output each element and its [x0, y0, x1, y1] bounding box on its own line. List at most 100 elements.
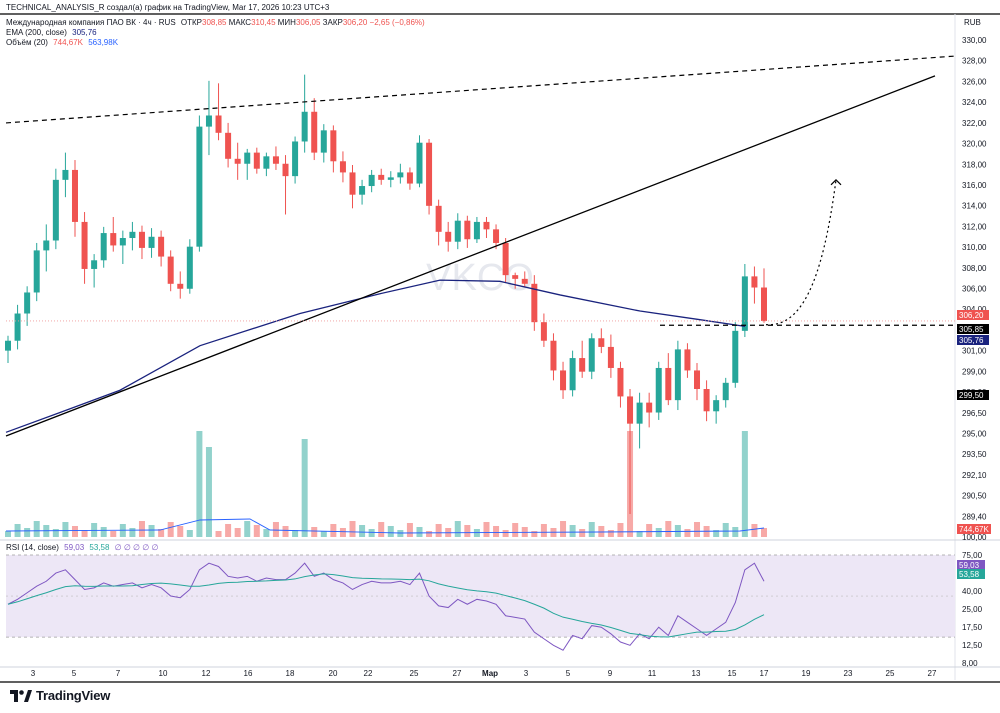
- trendline-solid: [5, 75, 936, 437]
- volume-bar: [100, 527, 107, 537]
- candle-body: [292, 141, 299, 177]
- price-tag-last: [957, 310, 989, 320]
- candle: [560, 361, 567, 399]
- candle-body: [722, 382, 729, 401]
- candle-body: [627, 396, 634, 424]
- candle-body: [225, 132, 232, 159]
- candle-body: [359, 186, 366, 195]
- trendline-dashed: [5, 55, 956, 124]
- candle-body: [636, 402, 643, 424]
- change-value: −2,65 (−0,86%): [369, 18, 425, 27]
- candle-body: [138, 231, 145, 248]
- volume-bar: [110, 531, 117, 537]
- symbol-title: Международная компания ПАО ВК · 4ч · RUS: [6, 18, 176, 27]
- volume-bar: [531, 531, 538, 537]
- candle: [100, 226, 107, 268]
- candle-body: [33, 250, 40, 293]
- candle: [244, 148, 251, 180]
- candle-body: [110, 233, 117, 246]
- volume-bar: [483, 522, 490, 537]
- candle-body: [205, 115, 212, 127]
- rsi-tag: [957, 569, 985, 579]
- candle-body: [196, 126, 203, 247]
- volume-bar: [464, 525, 471, 537]
- rsi-legend: RSI (14, close) 59,03 53,58 ∅ ∅ ∅ ∅ ∅: [6, 543, 158, 553]
- price-axis-tick: 292,10: [962, 471, 987, 480]
- rsi-tag-label: 53,58: [959, 570, 980, 579]
- volume-bar: [694, 522, 701, 537]
- candle-body: [62, 169, 69, 180]
- volume-bar: [397, 530, 404, 537]
- candle-body: [282, 163, 289, 177]
- candle-body: [761, 287, 767, 321]
- candle: [569, 350, 576, 397]
- price-tag-level: [957, 324, 989, 334]
- candle-body: [272, 156, 279, 164]
- volume-bar: [359, 525, 366, 537]
- volume-bar: [560, 521, 567, 537]
- candle: [397, 163, 404, 184]
- candle-body: [301, 111, 308, 142]
- price-axis-tick: 318,00: [962, 160, 987, 169]
- time-axis-tick: 25: [886, 669, 895, 678]
- volume-bar: [751, 524, 758, 537]
- candle: [493, 224, 500, 250]
- candle-body: [732, 330, 739, 383]
- volume-label: Объём (20): [6, 38, 48, 47]
- volume-ma-value: 563,98K: [88, 38, 119, 47]
- volume-bar: [33, 521, 40, 537]
- candle: [215, 83, 222, 141]
- candle-body: [378, 174, 385, 180]
- tradingview-logo[interactable]: TradingView: [10, 688, 110, 703]
- candle-body: [435, 205, 442, 232]
- candle: [655, 361, 662, 420]
- rsi-axis-tick: 40,00: [962, 587, 983, 596]
- price-tag-level: [957, 390, 989, 400]
- candle-body: [320, 130, 327, 153]
- candle: [272, 146, 279, 170]
- ema-line: [5, 279, 746, 433]
- candle-body: [406, 172, 413, 184]
- high-value: 310,45: [251, 18, 276, 27]
- candle-body: [368, 174, 375, 187]
- high-label: МАКС: [228, 18, 252, 27]
- volume-bar: [406, 523, 413, 537]
- rsi-value: 59,03: [64, 543, 85, 552]
- time-axis-tick: 3: [524, 669, 529, 678]
- candle: [225, 122, 232, 168]
- volume-bar: [665, 521, 672, 537]
- price-axis-tick: 314,00: [962, 202, 987, 211]
- candle-body: [177, 283, 184, 289]
- candle: [138, 225, 145, 260]
- candle-body: [588, 338, 595, 372]
- volume-bar: [588, 522, 595, 537]
- volume-bar: [148, 525, 155, 537]
- candle: [263, 152, 270, 177]
- candle: [646, 392, 653, 428]
- candle-body: [569, 358, 576, 391]
- candle-body: [473, 221, 480, 240]
- candle: [665, 353, 672, 406]
- time-axis-tick: 11: [648, 669, 657, 678]
- volume-bar: [263, 529, 270, 537]
- candle-body: [5, 340, 11, 351]
- volume-bar: [512, 523, 519, 537]
- candle: [387, 171, 394, 188]
- candle-body: [330, 130, 337, 162]
- volume-bar: [454, 521, 461, 537]
- candle-body: [167, 256, 174, 284]
- volume-bar: [368, 529, 375, 537]
- rsi-axis-tick: 25,00: [962, 605, 983, 614]
- volume-bar: [426, 531, 433, 537]
- volume-bar: [129, 528, 136, 537]
- ema-label: EMA (200, close): [6, 28, 67, 37]
- candle: [378, 168, 385, 185]
- price-axis-tick: 301,00: [962, 347, 987, 356]
- volume-bar: [81, 530, 88, 537]
- candle: [253, 147, 260, 174]
- price-axis-tick: 326,00: [962, 77, 987, 86]
- rsi-tag-label: 59,03: [959, 561, 980, 570]
- tradingview-brand: TradingView: [36, 688, 111, 703]
- volume-bar: [52, 529, 59, 537]
